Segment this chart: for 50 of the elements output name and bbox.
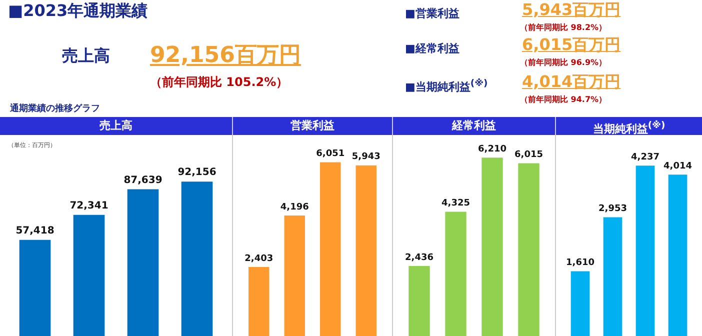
bar — [482, 158, 503, 336]
bar — [445, 212, 466, 336]
text: 4,014百万円 — [522, 72, 621, 93]
data-label: 4,014 — [664, 161, 692, 172]
text: （前年同期比 94.7%） — [520, 94, 607, 105]
data-label: 2,436 — [405, 252, 434, 263]
bar — [284, 216, 305, 336]
data-label: 6,210 — [478, 144, 506, 155]
data-label: 4,196 — [280, 202, 309, 212]
data-label: 4,237 — [631, 152, 660, 163]
data-label: 4,325 — [442, 198, 470, 209]
text: 売上高 — [62, 46, 110, 67]
data-label: 2,953 — [598, 204, 627, 214]
text: ■当期純利益$^{(※)}$ — [405, 78, 488, 95]
bar — [19, 240, 51, 336]
data-label: 87,639 — [124, 174, 162, 186]
text: 5,943百万円 — [522, 0, 621, 21]
chart-title: 経常利益 — [393, 117, 555, 135]
data-label: 92,156 — [178, 167, 216, 178]
text: （前年同期比 98.2%） — [520, 22, 607, 33]
text: ■2023年通期業績 — [8, 1, 148, 22]
chart-title: 営業利益 — [233, 117, 392, 135]
bar — [518, 163, 540, 336]
data-label: 6,015 — [514, 150, 543, 160]
bar — [570, 271, 590, 336]
bar — [356, 165, 376, 336]
bar — [181, 182, 213, 336]
text: （前年同期比 105.2%） — [150, 74, 288, 91]
chart-title: 当期純利益$^{(※)}$ — [556, 117, 702, 136]
text: （前年同期比 96.9%） — [520, 57, 607, 68]
bar — [320, 162, 341, 336]
data-label: 57,418 — [16, 225, 54, 236]
bar — [127, 189, 159, 336]
bar — [668, 174, 688, 336]
text: ■経常利益 — [405, 41, 460, 56]
text: 通期業績の推移グラフ — [10, 102, 100, 115]
bar — [73, 214, 105, 336]
text: 6,015百万円 — [522, 35, 621, 56]
data-label: 5,943 — [352, 152, 380, 162]
data-label: 2,403 — [244, 254, 274, 264]
data-label: 72,341 — [70, 200, 108, 212]
bar — [248, 267, 270, 336]
text: 92,156百万円 — [150, 42, 301, 70]
bar — [408, 266, 430, 336]
data-label: 6,051 — [316, 149, 345, 160]
text: ■営業利益 — [405, 6, 460, 21]
data-label: 1,610 — [566, 258, 594, 268]
bar — [636, 166, 655, 336]
bar — [603, 217, 622, 336]
chart-title: 売上高 — [0, 117, 232, 135]
